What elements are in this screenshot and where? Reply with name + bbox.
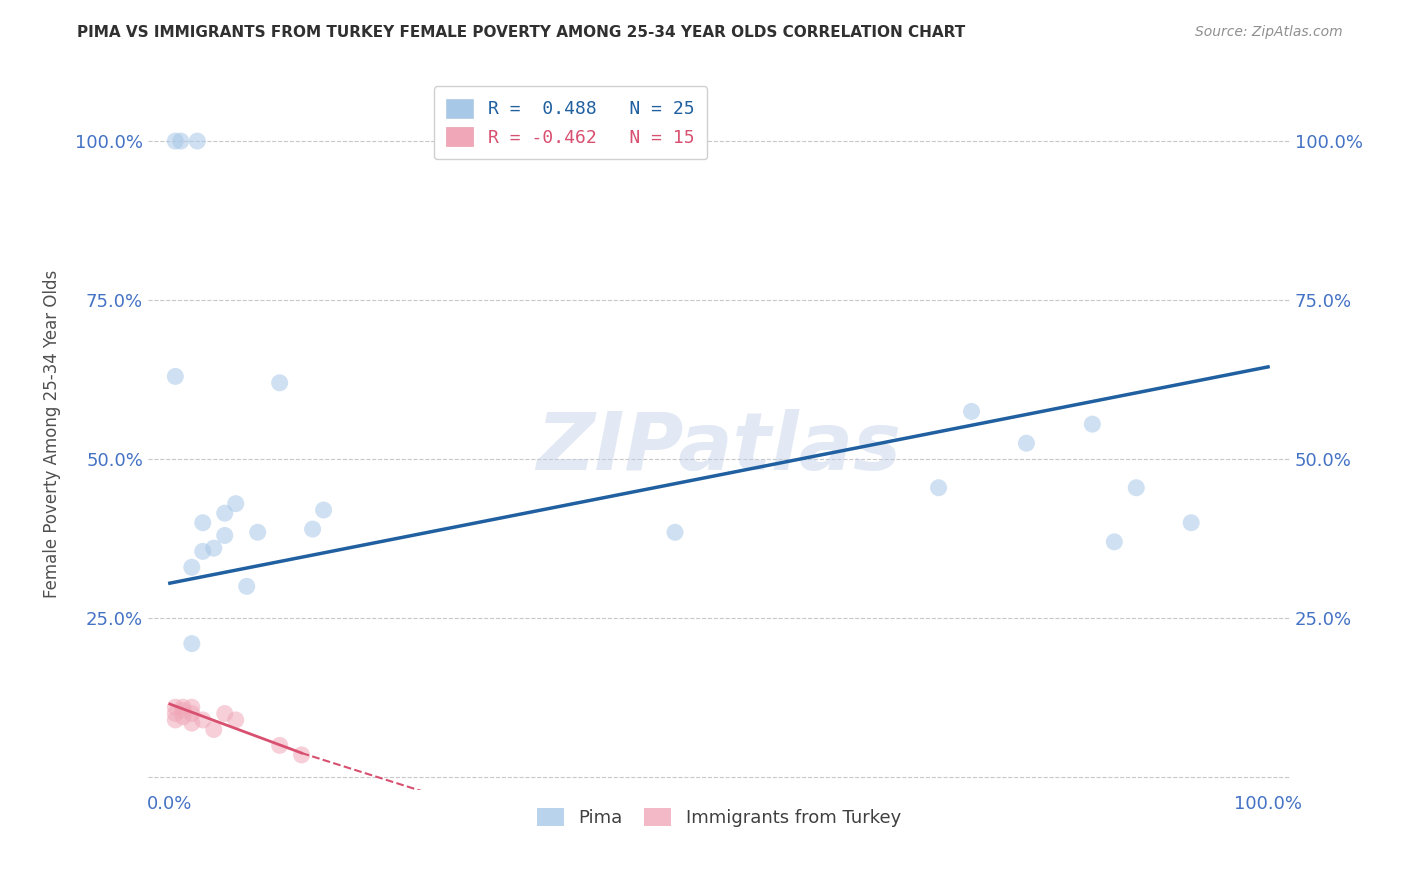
Point bbox=[191, 544, 214, 558]
Point bbox=[186, 134, 208, 148]
Point bbox=[1180, 516, 1202, 530]
Point bbox=[165, 369, 187, 384]
Y-axis label: Female Poverty Among 25-34 Year Olds: Female Poverty Among 25-34 Year Olds bbox=[44, 269, 60, 598]
Point bbox=[180, 560, 202, 574]
Point bbox=[214, 706, 236, 721]
Point bbox=[960, 404, 983, 418]
Point bbox=[165, 706, 187, 721]
Point bbox=[165, 700, 187, 714]
Text: Source: ZipAtlas.com: Source: ZipAtlas.com bbox=[1195, 25, 1343, 39]
Point bbox=[1125, 481, 1147, 495]
Point bbox=[172, 710, 194, 724]
Point bbox=[664, 525, 686, 540]
Point bbox=[180, 706, 202, 721]
Point bbox=[165, 134, 187, 148]
Point bbox=[172, 703, 194, 717]
Point bbox=[180, 637, 202, 651]
Point bbox=[202, 541, 225, 556]
Point bbox=[225, 713, 247, 727]
Point bbox=[214, 506, 236, 520]
Point bbox=[191, 713, 214, 727]
Point bbox=[202, 723, 225, 737]
Point bbox=[269, 376, 291, 390]
Point bbox=[301, 522, 323, 536]
Text: PIMA VS IMMIGRANTS FROM TURKEY FEMALE POVERTY AMONG 25-34 YEAR OLDS CORRELATION : PIMA VS IMMIGRANTS FROM TURKEY FEMALE PO… bbox=[77, 25, 966, 40]
Point bbox=[170, 134, 193, 148]
Text: ZIPatlas: ZIPatlas bbox=[537, 409, 901, 487]
Point bbox=[172, 700, 194, 714]
Point bbox=[1015, 436, 1038, 450]
Point bbox=[165, 713, 187, 727]
Point bbox=[235, 579, 257, 593]
Legend: Pima, Immigrants from Turkey: Pima, Immigrants from Turkey bbox=[530, 800, 908, 834]
Point bbox=[928, 481, 950, 495]
Point bbox=[214, 528, 236, 542]
Point bbox=[1081, 417, 1104, 431]
Point bbox=[180, 716, 202, 731]
Point bbox=[291, 747, 314, 762]
Point bbox=[180, 700, 202, 714]
Point bbox=[269, 739, 291, 753]
Point bbox=[1104, 534, 1126, 549]
Point bbox=[312, 503, 335, 517]
Point bbox=[225, 497, 247, 511]
Point bbox=[191, 516, 214, 530]
Point bbox=[246, 525, 269, 540]
